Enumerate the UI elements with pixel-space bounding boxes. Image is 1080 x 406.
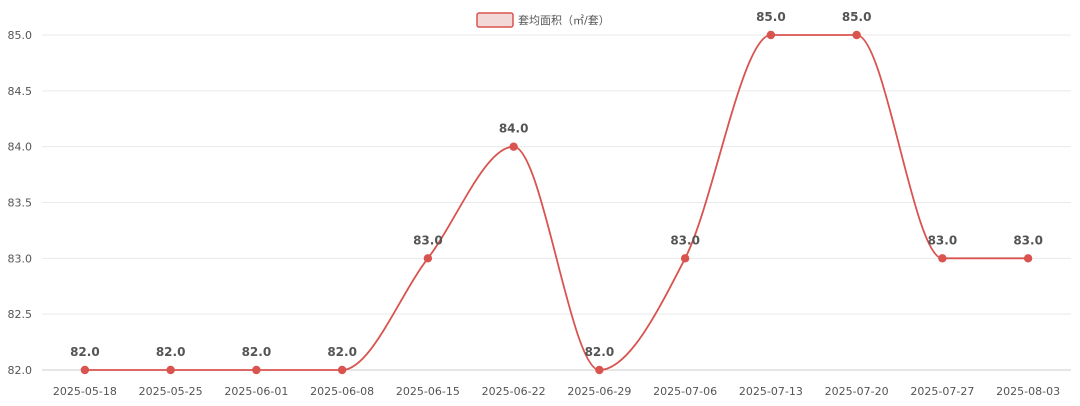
data-point[interactable] — [680, 254, 690, 263]
data-point[interactable] — [938, 254, 947, 263]
legend-swatch[interactable] — [476, 12, 514, 28]
data-label: 84.0 — [499, 122, 529, 136]
data-point[interactable] — [1023, 254, 1033, 263]
legend[interactable]: 套均面积（㎡/套） — [476, 12, 610, 28]
data-point[interactable] — [595, 365, 604, 375]
data-label: 83.0 — [1013, 233, 1043, 247]
data-point[interactable] — [766, 30, 776, 40]
x-tick-label: 2025-06-29 — [567, 385, 631, 398]
data-point[interactable] — [80, 365, 90, 375]
x-tick-label: 2025-06-08 — [310, 385, 374, 398]
data-label: 83.0 — [670, 233, 700, 247]
data-point[interactable] — [252, 365, 261, 375]
legend-label[interactable]: 套均面积（㎡/套） — [518, 14, 610, 27]
data-point[interactable] — [337, 365, 347, 375]
y-tick-label: 83.5 — [8, 197, 33, 210]
x-tick-label: 2025-07-20 — [825, 385, 889, 398]
y-tick-label: 84.5 — [8, 85, 33, 98]
y-tick-label: 83.0 — [8, 252, 33, 265]
y-tick-label: 84.0 — [8, 141, 33, 154]
y-tick-label: 82.0 — [8, 364, 33, 377]
data-label: 85.0 — [756, 10, 786, 24]
x-tick-label: 2025-06-15 — [396, 385, 460, 398]
y-tick-label: 85.0 — [8, 29, 33, 42]
y-axis: 82.0 82.5 83.0 83.5 84.0 84.5 85.0 — [8, 29, 33, 377]
x-tick-label: 2025-08-03 — [996, 385, 1060, 398]
data-label: 82.0 — [70, 345, 100, 359]
series-line — [84, 34, 1029, 371]
x-axis: 2025-05-18 2025-05-25 2025-06-01 2025-06-08… — [53, 385, 1060, 398]
data-point[interactable] — [166, 365, 175, 375]
data-point[interactable] — [509, 142, 518, 151]
x-tick-label: 2025-07-27 — [910, 385, 974, 398]
x-tick-label: 2025-06-22 — [482, 385, 546, 398]
data-point[interactable] — [852, 30, 861, 40]
data-point[interactable] — [423, 254, 433, 263]
x-tick-label: 2025-06-01 — [224, 385, 288, 398]
y-tick-label: 82.5 — [8, 308, 33, 321]
x-tick-label: 2025-05-25 — [139, 385, 203, 398]
x-tick-label: 2025-05-18 — [53, 385, 117, 398]
data-label: 85.0 — [842, 10, 872, 24]
data-label: 82.0 — [156, 345, 186, 359]
x-tick-label: 2025-07-13 — [739, 385, 803, 398]
data-label: 82.0 — [585, 345, 615, 359]
data-label: 82.0 — [327, 345, 357, 359]
data-label: 83.0 — [413, 233, 443, 247]
data-label: 83.0 — [928, 233, 958, 247]
data-labels: 82.0 82.0 82.0 82.0 83.0 84.0 82.0 83.0 85.0 85.0… — [70, 10, 1043, 359]
series-area — [80, 30, 1033, 375]
data-label: 82.0 — [242, 345, 272, 359]
grid — [42, 34, 1071, 371]
x-tick-label: 2025-07-06 — [653, 385, 717, 398]
